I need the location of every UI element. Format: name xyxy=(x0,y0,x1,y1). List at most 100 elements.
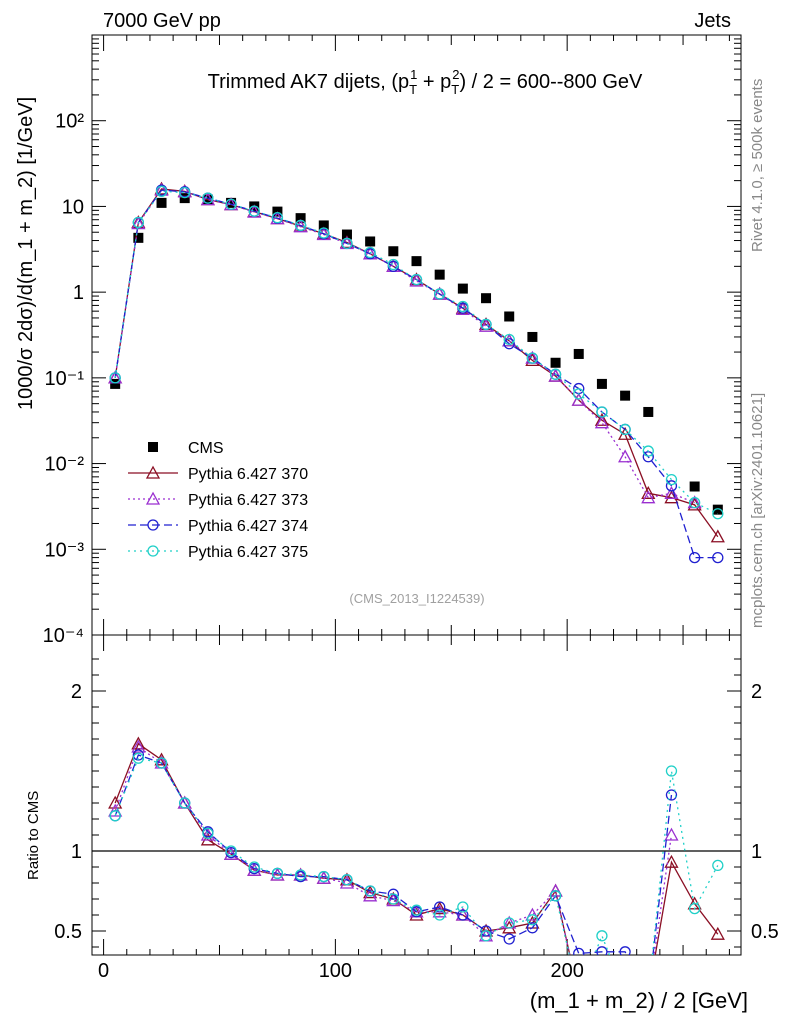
data-point xyxy=(643,406,654,417)
data-point xyxy=(155,185,168,197)
ratio-point xyxy=(665,789,678,801)
data-point xyxy=(503,333,515,346)
ratio-series-3 xyxy=(109,752,724,955)
data-point xyxy=(687,497,702,511)
watermark: (CMS_2013_I1224539) xyxy=(349,591,484,606)
legend-label: Pythia 6.427 375 xyxy=(188,544,308,561)
data-point xyxy=(455,301,470,315)
ratio-point xyxy=(503,933,515,945)
data-point xyxy=(503,338,515,350)
legend-marker xyxy=(148,442,158,452)
data-point xyxy=(710,529,725,543)
chart-title: Trimmed AK7 dijets, (pT1 + pT2) / 2 = 60… xyxy=(208,67,643,97)
legend-marker xyxy=(145,491,161,505)
data-point xyxy=(618,449,633,463)
ratio-tick-label: 1 xyxy=(71,841,82,863)
title-sup1: 1 xyxy=(410,67,417,82)
ratio-point xyxy=(339,875,355,889)
ratio-point xyxy=(596,946,608,955)
title-sub2: T xyxy=(451,82,459,97)
title-sup2: 2 xyxy=(452,67,459,82)
ratio-point xyxy=(341,874,353,886)
data-point xyxy=(594,415,610,429)
ratio-tick-label: 2 xyxy=(71,681,82,703)
ratio-panel: 0 100 200 0.5 0.5 1 1 2 2 xyxy=(54,634,779,982)
ratio-point xyxy=(108,795,123,809)
ratio-point xyxy=(573,947,585,955)
ratio-point xyxy=(155,757,168,769)
ratio-point xyxy=(688,902,701,915)
legend-label: Pythia 6.427 373 xyxy=(188,492,308,509)
ratio-point xyxy=(202,827,214,840)
ratio-point xyxy=(387,893,399,905)
ratio-point xyxy=(526,914,539,926)
data-point xyxy=(318,227,330,239)
ratio-point xyxy=(526,922,539,934)
data-point xyxy=(620,390,631,401)
ratio-point xyxy=(410,904,423,916)
legend-entry: Pythia 6.427 373 xyxy=(128,491,308,509)
ratio-line xyxy=(114,745,673,955)
legend-marker xyxy=(147,519,159,531)
data-point xyxy=(596,378,607,389)
data-point xyxy=(156,197,167,208)
data-point xyxy=(504,311,515,322)
ratio-point xyxy=(223,846,239,860)
legend-label: Pythia 6.427 370 xyxy=(188,466,308,483)
data-point xyxy=(619,423,631,436)
ratio-point xyxy=(108,803,123,817)
ratio-point xyxy=(665,765,678,777)
data-point xyxy=(712,551,724,564)
data-point xyxy=(202,192,214,204)
ratio-point xyxy=(664,827,679,841)
data-point xyxy=(341,237,353,250)
ratio-line xyxy=(114,757,719,955)
data-point xyxy=(688,551,701,564)
data-point xyxy=(411,256,422,267)
ratio-point xyxy=(200,827,215,841)
main-tick-label: 10⁻¹ xyxy=(45,368,85,390)
title-sub1: T xyxy=(409,82,417,97)
data-point xyxy=(109,372,121,384)
data-point xyxy=(434,288,446,300)
data-point xyxy=(388,246,399,257)
ratio-point xyxy=(710,926,725,940)
ratio-point xyxy=(131,739,146,753)
data-point xyxy=(665,480,678,492)
ratio-point xyxy=(596,930,608,942)
data-point xyxy=(179,186,191,199)
data-point xyxy=(689,481,700,492)
data-point xyxy=(133,232,144,243)
ratio-point xyxy=(525,907,540,921)
ratio-tick-label-right: 0.5 xyxy=(751,921,779,943)
main-tick-label: 1 xyxy=(73,282,84,304)
legend-label: CMS xyxy=(188,440,224,457)
x-tick-label: 100 xyxy=(319,960,352,982)
data-point xyxy=(364,246,376,259)
data-point xyxy=(712,508,724,520)
main-tick-label: 10⁻³ xyxy=(45,539,85,561)
ratio-point xyxy=(457,901,469,913)
ratio-y-label: Ratio to CMS xyxy=(25,791,42,880)
ratio-point xyxy=(294,869,307,881)
data-point xyxy=(573,348,584,359)
data-point xyxy=(526,352,539,364)
data-point xyxy=(434,269,445,280)
legend-marker xyxy=(147,545,159,557)
ratio-point xyxy=(434,901,446,913)
ratio-point xyxy=(132,749,145,761)
main-tick-label: 10 xyxy=(62,196,84,218)
main-y-label: 1000/σ 2dσ)/d(m_1 + m_2) [1/GeV] xyxy=(15,97,37,410)
data-point xyxy=(594,412,610,426)
ratio-frame xyxy=(91,634,742,956)
data-point xyxy=(481,293,492,304)
ratio-point xyxy=(318,870,330,883)
data-point xyxy=(642,445,654,457)
data-point xyxy=(110,378,121,389)
ratio-point xyxy=(434,909,446,921)
side-label-top: Rivet 4.1.0, ≥ 500k events xyxy=(749,79,766,252)
legend: CMS Pythia 6.427 370 Pythia 6.427 373 Pythi… xyxy=(128,440,308,561)
ratio-point xyxy=(109,810,121,822)
ratio-point xyxy=(619,946,631,955)
